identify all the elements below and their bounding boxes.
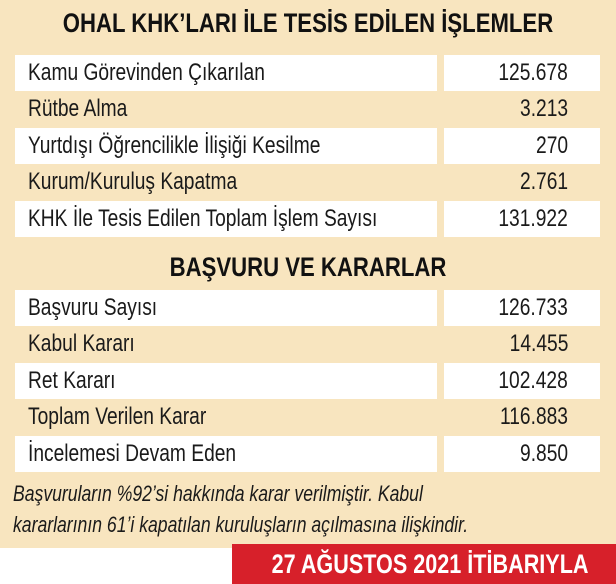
row-label: Toplam Verilen Karar: [28, 403, 207, 431]
row-value: 126.733: [498, 294, 568, 321]
row-value: 3.213: [519, 95, 568, 123]
row-value: 116.883: [500, 403, 568, 431]
table-row: İncelemesi Devam Eden 9.850: [15, 435, 600, 472]
row-label: Rütbe Alma: [28, 95, 128, 123]
table-row: Kabul Kararı 14.455: [15, 326, 600, 362]
section1-table: Kamu Görevinden Çıkarılan 125.678 Rütbe A…: [15, 55, 600, 237]
row-label: Kurum/Kuruluş Kapatma: [28, 168, 238, 196]
row-label: Yurtdışı Öğrencilikle İlişiği Kesilme: [28, 131, 321, 159]
section2-title: BAŞVURU VE KARARLAR: [169, 252, 447, 282]
row-value: 125.678: [498, 59, 568, 86]
row-label: Başvuru Sayısı: [28, 294, 158, 321]
table-row: Başvuru Sayısı 126.733: [15, 290, 600, 327]
row-value: 14.455: [509, 330, 568, 358]
row-label: İncelemesi Devam Eden: [28, 439, 237, 467]
table-row: Kamu Görevinden Çıkarılan 125.678: [15, 55, 600, 92]
date-banner-text: 27 AĞUSTOS 2021 İTİBARIYLA: [271, 549, 589, 579]
row-label: Kabul Kararı: [28, 330, 135, 358]
table-row: Rütbe Alma 3.213: [15, 91, 600, 127]
section2-table: Başvuru Sayısı 126.733 Kabul Kararı 14.455…: [15, 290, 600, 472]
row-value: 2.761: [519, 168, 568, 196]
date-banner: 27 AĞUSTOS 2021 İTİBARIYLA: [232, 544, 616, 584]
row-value: 102.428: [498, 366, 568, 394]
table-row: Toplam Verilen Karar 116.883: [15, 399, 600, 435]
table-row: Kurum/Kuruluş Kapatma 2.761: [15, 164, 600, 200]
row-value: 270: [535, 131, 568, 159]
row-value: 9.850: [519, 439, 568, 467]
table-row: Yurtdışı Öğrencilikle İlişiği Kesilme 270: [15, 127, 600, 165]
row-label: KHK İle Tesis Edilen Toplam İşlem Sayısı: [28, 204, 378, 232]
table-row: Ret Kararı 102.428: [15, 362, 600, 400]
footnote-line-1: Başvuruların %92’si hakkında karar veril…: [13, 481, 423, 506]
row-label: Ret Kararı: [28, 366, 116, 394]
table-row: KHK İle Tesis Edilen Toplam İşlem Sayısı…: [15, 200, 600, 237]
footnote-line-2: kararlarının 61’i kapatılan kuruluşların…: [13, 512, 469, 537]
section1-title: OHAL KHK’LARI İLE TESİS EDİLEN İŞLEMLER: [62, 8, 554, 38]
row-label: Kamu Görevinden Çıkarılan: [28, 59, 265, 86]
footnote: Başvuruların %92’si hakkında karar veril…: [13, 478, 613, 540]
row-value: 131.922: [498, 204, 568, 232]
